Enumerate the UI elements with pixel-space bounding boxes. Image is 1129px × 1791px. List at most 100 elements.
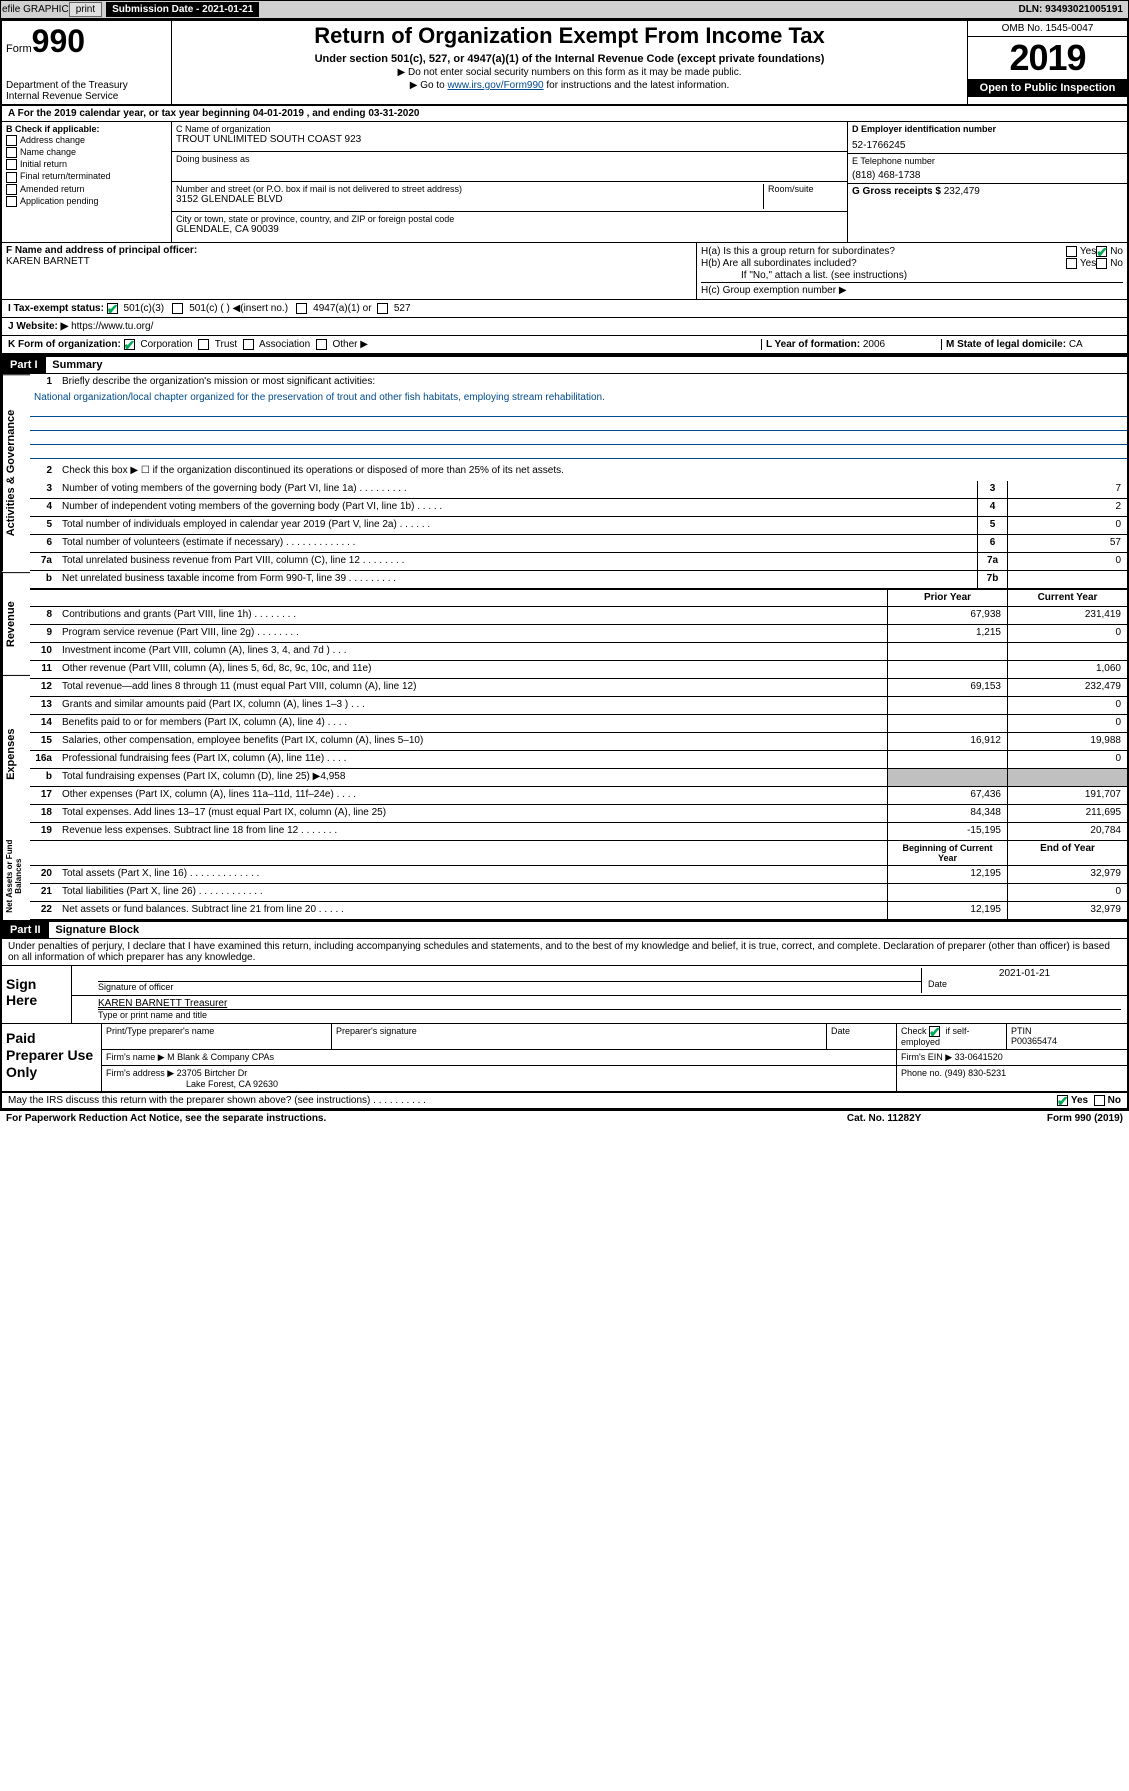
discuss-no-checkbox[interactable] bbox=[1094, 1095, 1105, 1106]
summary-line: 22Net assets or fund balances. Subtract … bbox=[30, 902, 1127, 920]
city-label: City or town, state or province, country… bbox=[176, 214, 843, 224]
hb-yes-checkbox[interactable] bbox=[1066, 258, 1077, 269]
street-address: 3152 GLENDALE BLVD bbox=[176, 194, 763, 205]
department: Department of the Treasury Internal Reve… bbox=[6, 80, 167, 102]
summary-line: bTotal fundraising expenses (Part IX, co… bbox=[30, 769, 1127, 787]
firm-ein-label: Firm's EIN ▶ bbox=[901, 1052, 952, 1062]
side-net-assets: Net Assets or Fund Balances bbox=[2, 832, 30, 921]
open-public: Open to Public Inspection bbox=[968, 79, 1127, 97]
part-1-header: Part I Summary bbox=[2, 355, 1127, 374]
501c3-checkbox[interactable] bbox=[107, 303, 118, 314]
firm-ein: 33-0641520 bbox=[955, 1052, 1003, 1062]
box-b-option[interactable]: Application pending bbox=[6, 196, 167, 207]
summary-line: 14Benefits paid to or for members (Part … bbox=[30, 715, 1127, 733]
form-subtitle: Under section 501(c), 527, or 4947(a)(1)… bbox=[178, 53, 961, 65]
firm-name: M Blank & Company CPAs bbox=[167, 1052, 274, 1062]
box-b-option[interactable]: Final return/terminated bbox=[6, 171, 167, 182]
form-word: Form bbox=[6, 43, 32, 55]
box-b: B Check if applicable: Address changeNam… bbox=[2, 122, 172, 242]
form-footer: Form 990 (2019) bbox=[1047, 1113, 1123, 1124]
begin-year-header: Beginning of Current Year bbox=[887, 841, 1007, 865]
form-title: Return of Organization Exempt From Incom… bbox=[178, 23, 961, 49]
hb-no-checkbox[interactable] bbox=[1096, 258, 1107, 269]
box-b-option[interactable]: Amended return bbox=[6, 184, 167, 195]
opt-527: 527 bbox=[394, 303, 411, 314]
prep-phone-label: Phone no. bbox=[901, 1068, 942, 1078]
assoc-checkbox[interactable] bbox=[243, 339, 254, 350]
self-employed-checkbox[interactable] bbox=[929, 1026, 940, 1037]
h-a: H(a) Is this a group return for subordin… bbox=[701, 246, 1066, 257]
yes-label-2: Yes bbox=[1080, 258, 1096, 269]
m-label: M State of legal domicile: bbox=[946, 339, 1066, 350]
box-h: H(a) Is this a group return for subordin… bbox=[697, 243, 1127, 299]
box-b-option[interactable]: Address change bbox=[6, 135, 167, 146]
yes-label: Yes bbox=[1080, 246, 1096, 257]
irs-link[interactable]: www.irs.gov/Form990 bbox=[447, 80, 543, 91]
summary-line: 15Salaries, other compensation, employee… bbox=[30, 733, 1127, 751]
box-b-option[interactable]: Initial return bbox=[6, 159, 167, 170]
check-label: Check bbox=[901, 1026, 927, 1036]
note-1: ▶ Do not enter social security numbers o… bbox=[178, 67, 961, 78]
k-label: K Form of organization: bbox=[8, 339, 121, 350]
header-mid: Return of Organization Exempt From Incom… bbox=[172, 21, 967, 104]
box-b-title: B Check if applicable: bbox=[6, 124, 167, 134]
501c-checkbox[interactable] bbox=[172, 303, 183, 314]
corp-checkbox[interactable] bbox=[124, 339, 135, 350]
4947-checkbox[interactable] bbox=[296, 303, 307, 314]
sign-here-block: Sign Here Signature of officer2021-01-21… bbox=[2, 966, 1127, 1024]
mission-text: National organization/local chapter orga… bbox=[30, 392, 1127, 403]
officer-label: F Name and address of principal officer: bbox=[6, 245, 692, 256]
other-checkbox[interactable] bbox=[316, 339, 327, 350]
527-checkbox[interactable] bbox=[377, 303, 388, 314]
h-b: H(b) Are all subordinates included? bbox=[701, 258, 1066, 269]
part1-title: Summary bbox=[48, 359, 102, 371]
opt-501c3: 501(c)(3) bbox=[124, 303, 165, 314]
org-name-label: C Name of organization bbox=[176, 124, 843, 134]
summary-line: 2Check this box ▶ ☐ if the organization … bbox=[30, 463, 1127, 481]
gross-receipts-label: G Gross receipts $ bbox=[852, 186, 941, 197]
gross-receipts-value: 232,479 bbox=[944, 186, 980, 197]
phone-value: (818) 468-1738 bbox=[852, 166, 1123, 181]
ha-no-checkbox[interactable] bbox=[1096, 246, 1107, 257]
sign-here-label: Sign Here bbox=[2, 966, 72, 1023]
sig-officer-label: Signature of officer bbox=[98, 982, 173, 992]
print-button[interactable]: print bbox=[69, 2, 102, 17]
discuss-yes-checkbox[interactable] bbox=[1057, 1095, 1068, 1106]
mission-label: Briefly describe the organization's miss… bbox=[58, 374, 1127, 392]
part1-badge: Part I bbox=[2, 357, 46, 373]
dba-label: Doing business as bbox=[176, 154, 843, 164]
part-2-header: Part II Signature Block bbox=[2, 920, 1127, 939]
opt-corp: Corporation bbox=[140, 339, 192, 350]
summary-line: 21Total liabilities (Part X, line 26) . … bbox=[30, 884, 1127, 902]
summary-body: Activities & Governance Revenue Expenses… bbox=[2, 374, 1127, 920]
opt-trust: Trust bbox=[215, 339, 237, 350]
ptin-label: PTIN bbox=[1011, 1026, 1032, 1036]
dln-number: DLN: 93493021005191 bbox=[1018, 4, 1127, 15]
box-b-option[interactable]: Name change bbox=[6, 147, 167, 158]
officer-name: KAREN BARNETT bbox=[6, 256, 692, 267]
note2-pre: ▶ Go to bbox=[410, 80, 448, 91]
summary-line: 18Total expenses. Add lines 13–17 (must … bbox=[30, 805, 1127, 823]
firm-addr-label: Firm's address ▶ bbox=[106, 1068, 174, 1078]
officer-printed-name: KAREN BARNETT Treasurer bbox=[98, 998, 227, 1009]
discuss-yes: Yes bbox=[1071, 1095, 1088, 1106]
trust-checkbox[interactable] bbox=[198, 339, 209, 350]
ha-yes-checkbox[interactable] bbox=[1066, 246, 1077, 257]
firm-addr: 23705 Birtcher Dr bbox=[177, 1068, 248, 1078]
efile-label: efile GRAPHIC bbox=[2, 4, 69, 15]
preparer-name-header: Print/Type preparer's name bbox=[102, 1024, 332, 1049]
status-label: I Tax-exempt status: bbox=[8, 303, 104, 314]
summary-line: 8Contributions and grants (Part VIII, li… bbox=[30, 607, 1127, 625]
tax-year: 2019 bbox=[968, 37, 1127, 79]
footer: For Paperwork Reduction Act Notice, see … bbox=[0, 1111, 1129, 1126]
submission-date: Submission Date - 2021-01-21 bbox=[106, 2, 259, 17]
h-b-note: If "No," attach a list. (see instruction… bbox=[701, 270, 907, 281]
summary-line: 4Number of independent voting members of… bbox=[30, 499, 1127, 517]
row-a-text: A For the 2019 calendar year, or tax yea… bbox=[8, 108, 419, 119]
pra-notice: For Paperwork Reduction Act Notice, see … bbox=[6, 1113, 847, 1124]
addr-label: Number and street (or P.O. box if mail i… bbox=[176, 184, 763, 194]
ein-label: D Employer identification number bbox=[852, 124, 1123, 134]
no-label-2: No bbox=[1110, 258, 1123, 269]
paid-preparer-block: Paid Preparer Use Only Print/Type prepar… bbox=[2, 1024, 1127, 1093]
top-bar: efile GRAPHIC print Submission Date - 20… bbox=[0, 0, 1129, 19]
